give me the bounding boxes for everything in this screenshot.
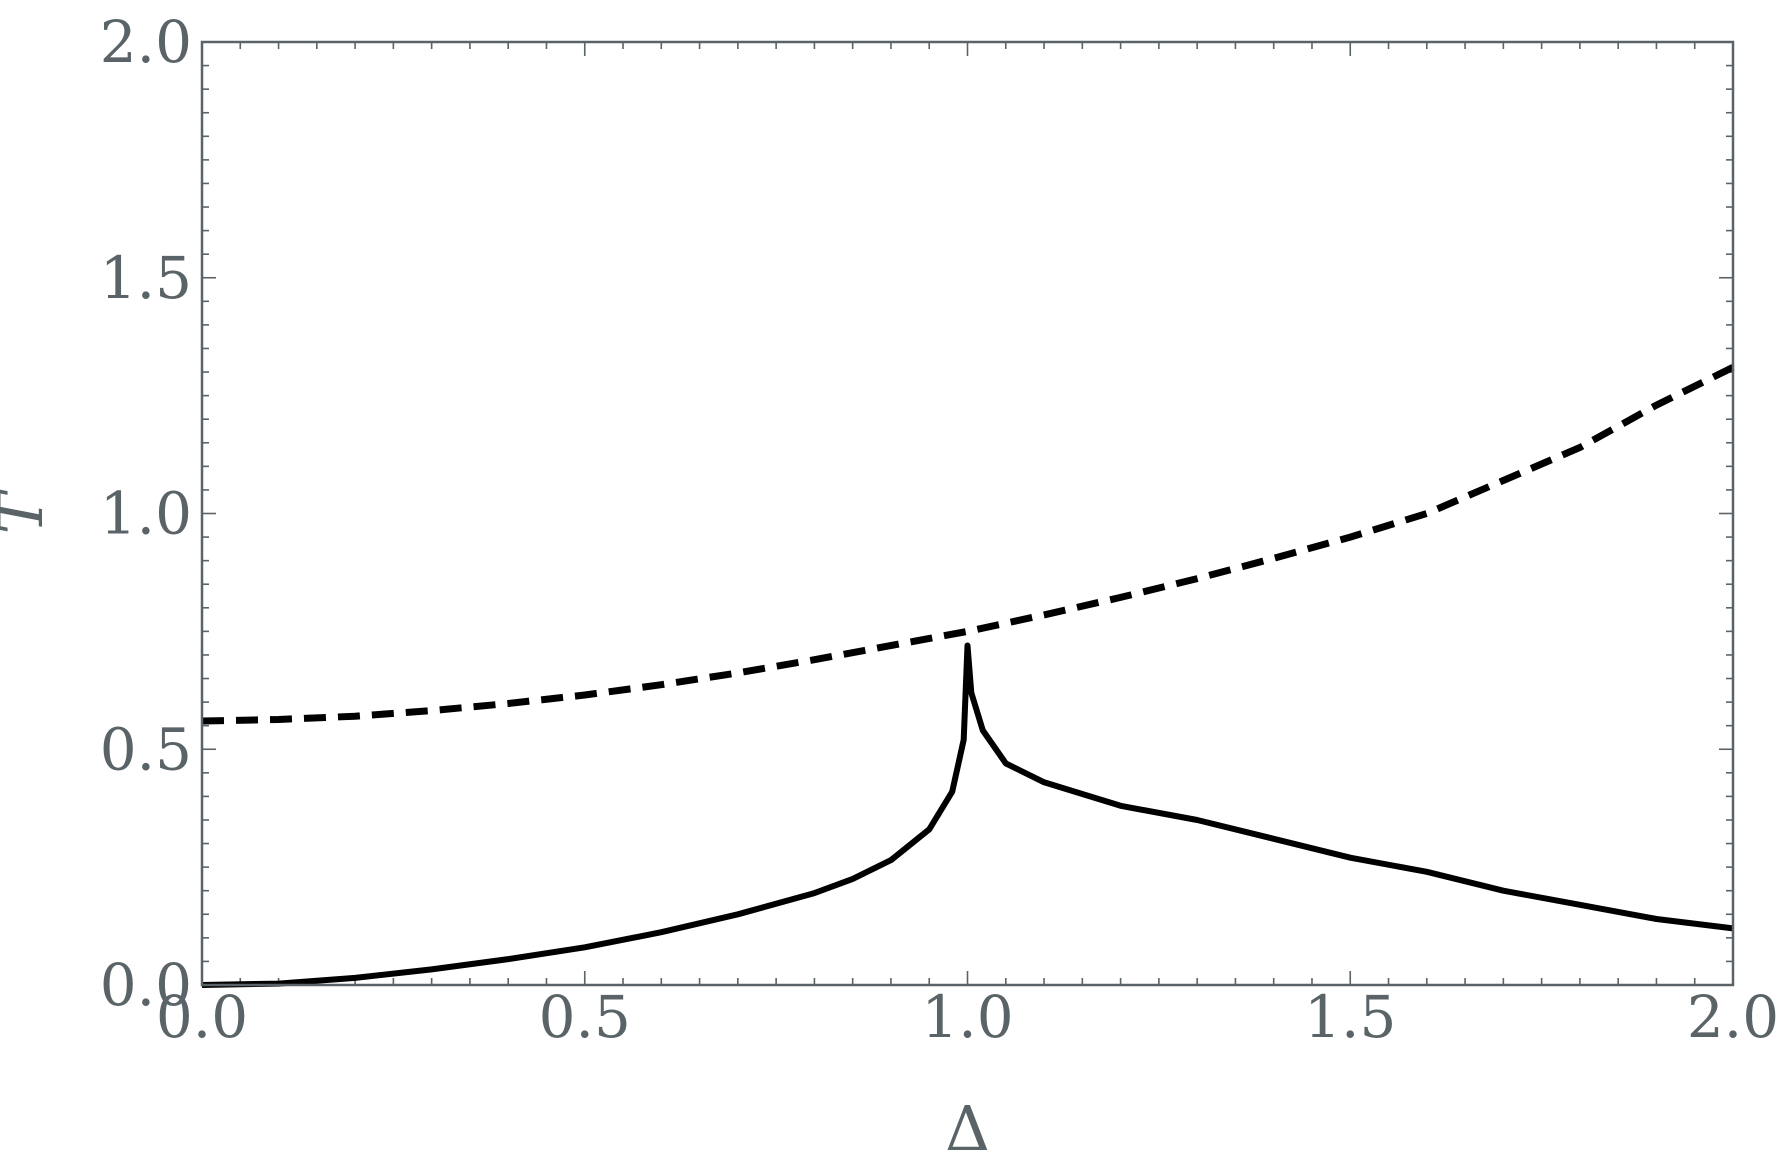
x-tick-labels: 0.0 0.5 1.0 1.5 2.0 xyxy=(156,983,1779,1051)
x-tick-label: 0.5 xyxy=(539,983,631,1051)
series-line-dashed xyxy=(201,364,1735,725)
y-tick-labels: 0.0 0.5 1.0 1.5 2.0 xyxy=(100,8,192,1019)
x-tick-label: 1.5 xyxy=(1304,983,1396,1051)
y-tick-label: 0.0 xyxy=(100,951,192,1019)
y-tick-label: 1.5 xyxy=(100,244,192,312)
axis-ticks xyxy=(201,41,1734,986)
y-tick-label: 2.0 xyxy=(100,8,192,76)
plot-frame xyxy=(200,40,1735,987)
x-axis-title: Δ xyxy=(945,1092,990,1165)
series-line-solid xyxy=(201,642,1734,988)
x-tick-label: 2.0 xyxy=(1687,983,1779,1051)
y-axis-title: T xyxy=(0,488,57,534)
plot-series xyxy=(201,364,1735,988)
x-tick-label: 0.0 xyxy=(156,983,248,1051)
y-tick-label: 0.5 xyxy=(100,715,192,783)
x-tick-label: 1.0 xyxy=(921,983,1013,1051)
y-tick-label: 1.0 xyxy=(100,480,192,548)
